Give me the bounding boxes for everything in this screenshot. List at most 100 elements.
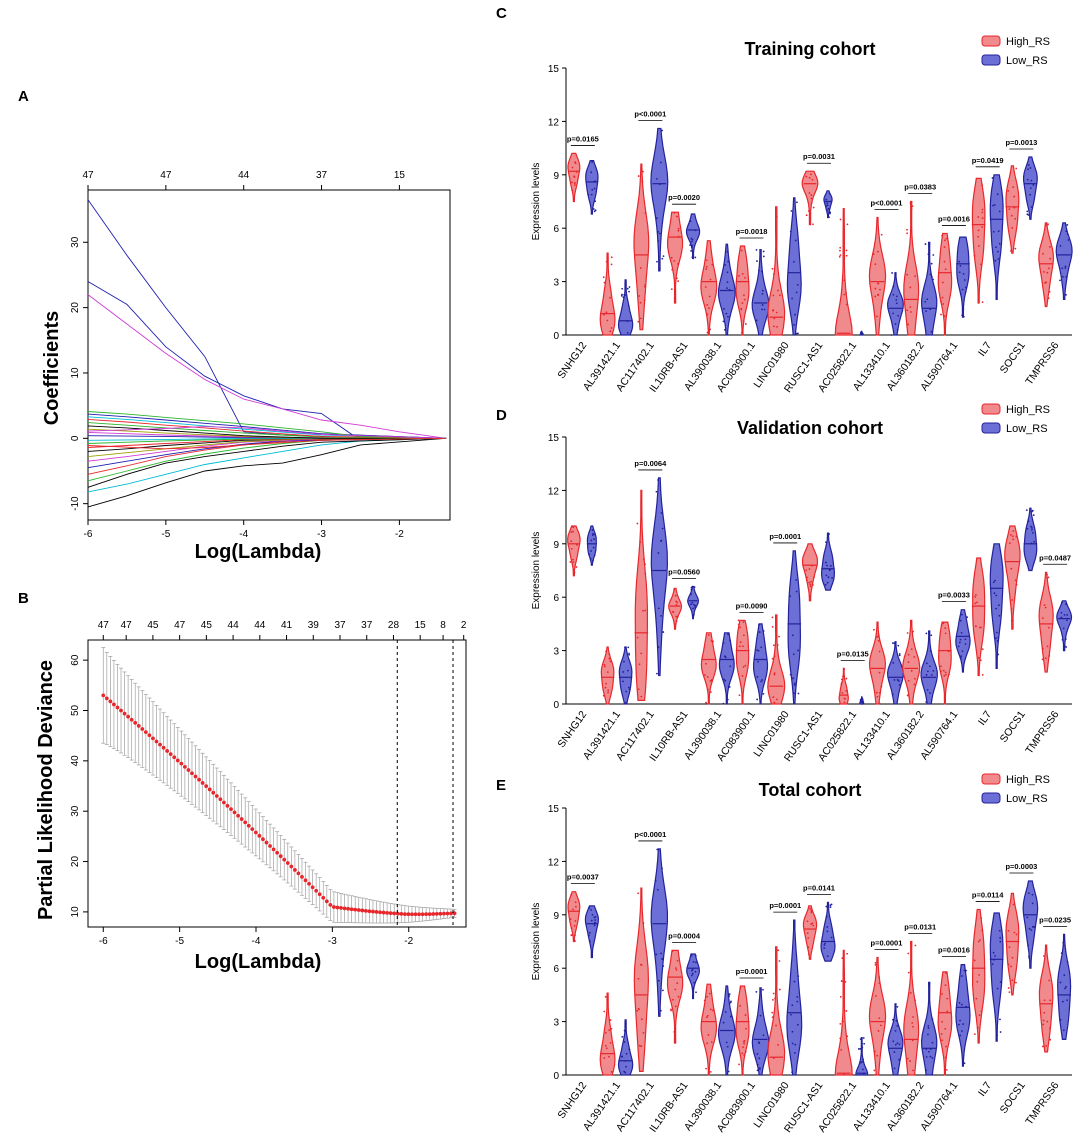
violin-low-dot	[762, 255, 765, 258]
violin-high-AC083900.1	[735, 619, 750, 705]
violin-high-dot	[709, 328, 712, 331]
violin-low-dot	[960, 631, 963, 634]
panel-b-y-ticks: 10 20 30 40 50 60	[70, 654, 88, 917]
violin-high-AL590764.1	[937, 621, 952, 705]
violin-low-dot	[998, 210, 1001, 213]
violin-high-dot	[877, 282, 879, 285]
a-y-tick-label: 30	[70, 236, 81, 248]
violin-low-dot	[966, 616, 969, 619]
violin-high-dot	[705, 701, 707, 704]
violin-low-dot	[795, 291, 798, 294]
violin-high-dot	[842, 1020, 845, 1023]
violin-low-dot	[1028, 955, 1030, 958]
violin-high-dot	[572, 526, 575, 529]
violin-high-dot	[944, 627, 947, 629]
violin-high-AL133410.1	[868, 621, 887, 705]
violin-high-dot	[607, 689, 610, 692]
violin-low-dot	[999, 940, 1002, 943]
violin-high-dot	[573, 184, 576, 186]
violin-low-dot	[625, 1065, 627, 1068]
violin-low-dot	[762, 1034, 765, 1037]
violin-high-IL10RB-AS1	[668, 587, 683, 630]
b-deviance-point	[225, 803, 230, 808]
violin-high-LINC01980	[767, 206, 786, 336]
violin-high-dot	[1014, 218, 1017, 220]
coef-path-6	[87, 437, 447, 488]
violin-high-AL360182.2	[903, 200, 920, 336]
violin-high-dot	[570, 531, 573, 533]
violin-low-dot	[760, 680, 762, 683]
b-top-tick-label: 47	[174, 620, 186, 631]
violin-high-dot	[943, 239, 946, 242]
panel-a-y-label: Coefficients	[41, 311, 63, 425]
violin-high-dot	[843, 697, 846, 700]
violin-panel-c: C Training cohort High_RS Low_RS 0 3 6 9 12 15 Exp…	[496, 5, 1073, 395]
violin-high-dot	[809, 583, 812, 586]
violin-low-dot	[929, 1055, 932, 1058]
violin-low-dot	[660, 952, 662, 955]
violin-low-dot	[1026, 210, 1029, 213]
violin-panel-d: D Validation cohort High_RS Low_RS 0 3 6 9 12 15 E…	[496, 403, 1073, 764]
violin-low-dot	[1062, 1000, 1064, 1003]
violin-low-dot	[828, 569, 831, 572]
violin-low-dot	[823, 944, 826, 946]
violin-low-dot	[727, 260, 730, 263]
legend-high-rs-label: High_RS	[1006, 36, 1050, 48]
violin-low-dot	[628, 286, 631, 288]
gene-label: TMPRSS6	[1023, 709, 1061, 757]
violin-high-dot	[1011, 227, 1014, 229]
violin-low-dot	[828, 192, 831, 195]
violin-high-dot	[772, 644, 775, 647]
violin-low-dot	[590, 908, 593, 911]
violin-high-dot	[1046, 1020, 1049, 1023]
violin-high-dot	[609, 660, 612, 663]
violin-high-AL390038.1	[700, 983, 718, 1076]
violin-low-dot	[862, 1060, 865, 1063]
violin-high-dot	[574, 182, 576, 184]
violin-high-dot	[845, 303, 848, 306]
violin-low-dot	[925, 674, 928, 676]
violin-high-dot	[1043, 271, 1045, 273]
violin-low-AL133410.1	[886, 641, 904, 705]
violin-low-dot	[894, 1043, 897, 1046]
a-top-tick-label: 15	[394, 170, 406, 181]
violin-low-AL391421.1	[617, 279, 634, 336]
violin-low-dot	[793, 692, 795, 695]
violin-high-AC025822.1	[834, 208, 853, 336]
b-top-tick-label: 45	[201, 620, 213, 631]
a-y-tick-label: -10	[70, 496, 81, 511]
violin-high-dot	[845, 249, 848, 252]
violin-low-dot	[1066, 619, 1068, 622]
violin-high-dot	[640, 1045, 643, 1048]
violin-high-AL133410.1	[868, 956, 887, 1076]
violin-high-dot	[944, 632, 947, 635]
violin-high-dot	[674, 1005, 677, 1008]
violin-high-dot	[771, 1016, 774, 1019]
coef-path-26	[87, 437, 447, 450]
violin-low-dot	[995, 631, 998, 634]
violin-high-dot	[771, 625, 774, 628]
violin-high-dot	[981, 674, 984, 676]
violin-high-dot	[570, 547, 573, 550]
violin-low-dot	[1031, 527, 1033, 529]
violin-high-dot	[1007, 987, 1010, 989]
violin-high-dot	[842, 1073, 845, 1076]
violin-high-dot	[570, 934, 573, 937]
violin-low-dot	[996, 639, 999, 642]
violin-low-dot	[692, 607, 695, 610]
violin-high-dot	[909, 286, 912, 289]
violin-low-dot	[825, 205, 827, 207]
violin-high-dot	[911, 1022, 914, 1024]
violin-high-dot	[1047, 297, 1050, 300]
violin-low-dot	[591, 161, 594, 163]
violin-low-dot	[825, 905, 828, 908]
b-deviance-point	[285, 861, 290, 865]
violin-low-dot	[689, 220, 692, 223]
violin-high-dot	[639, 267, 642, 269]
violin-high-dot	[573, 175, 576, 178]
violin-high-dot	[606, 671, 609, 674]
violin-high-dot	[706, 1014, 709, 1017]
violin-low-dot	[693, 586, 696, 588]
violin-low-dot	[726, 281, 729, 284]
violin-low-dot	[796, 996, 799, 998]
